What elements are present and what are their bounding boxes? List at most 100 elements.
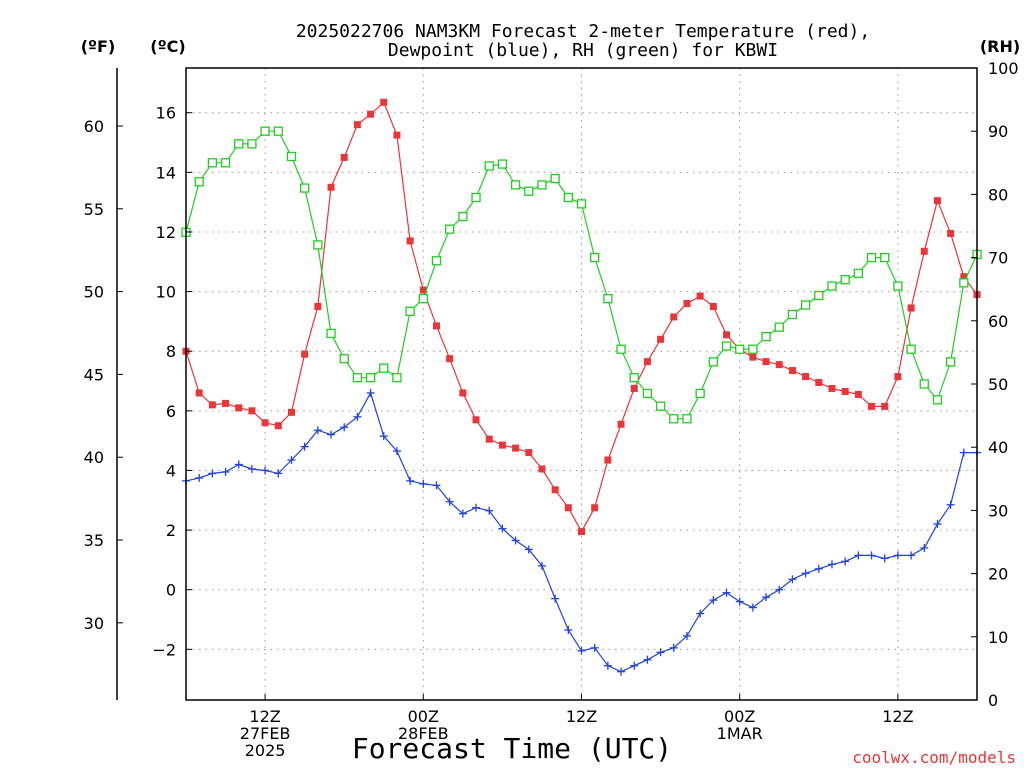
dewpoint-point <box>682 631 691 640</box>
temperature-point <box>446 355 454 363</box>
rh-point <box>735 344 745 354</box>
chart-title-line1: 2025022706 NAM3KM Forecast 2-meter Tempe… <box>296 21 870 42</box>
dewpoint-point <box>458 509 467 518</box>
temperature-point <box>222 399 230 407</box>
rh-point <box>919 379 929 389</box>
celsius-tick-label: 4 <box>166 461 176 480</box>
rh-point <box>853 268 863 279</box>
rh-point <box>814 290 824 301</box>
rh-point <box>866 252 877 263</box>
rh-point <box>431 256 442 266</box>
rh-point <box>313 240 323 250</box>
x-tick-label: 28FEB <box>398 724 449 743</box>
rh-point <box>959 278 969 288</box>
fahrenheit-tick-label: 55 <box>84 200 104 219</box>
dewpoint-point <box>933 520 942 529</box>
credit-label: coolwx.com/models <box>852 748 1016 767</box>
temperature-point <box>749 353 757 361</box>
dewpoint-point <box>485 506 494 515</box>
dewpoint-point <box>814 564 823 573</box>
rh-point <box>247 139 257 149</box>
rh-point <box>840 275 850 285</box>
temperature-point <box>287 408 295 416</box>
rh-point <box>774 322 784 332</box>
rh-point <box>787 309 798 320</box>
rh-point <box>945 357 956 367</box>
rh-point <box>932 395 943 405</box>
dewpoint-point <box>722 588 731 597</box>
temperature-point <box>960 273 968 281</box>
rh-point <box>800 300 811 310</box>
rh-point <box>748 344 758 354</box>
rh-point <box>260 126 270 136</box>
temperature-point <box>881 402 889 410</box>
dewpoint-point <box>630 661 639 670</box>
dewpoint-point <box>340 423 349 432</box>
axes-layer: −2 0 2 4 6 8 10 12 14 16 30 35 40 45 50 55 60 0 10 20 30 40 50… <box>84 59 1019 760</box>
x-tick-label: 00Z <box>724 707 755 726</box>
dewpoint-point <box>907 551 916 560</box>
rh-point <box>655 401 666 411</box>
dewpoint-point <box>287 456 296 465</box>
rh-point <box>365 373 376 383</box>
temperature-point <box>591 504 599 512</box>
temperature-point <box>459 389 467 397</box>
temperature-point <box>604 456 612 464</box>
x-tick-label: 12Z <box>882 707 913 726</box>
dewpoint-point <box>208 469 217 478</box>
dewpoint-point <box>788 575 797 584</box>
temperature-point <box>525 449 533 457</box>
fahrenheit-tick-label: 40 <box>84 448 104 467</box>
rh-point <box>708 357 718 367</box>
temperature-point <box>709 302 717 310</box>
rh-point <box>299 183 310 193</box>
dewpoint-point <box>221 467 230 476</box>
dewpoint-point <box>762 593 771 602</box>
temperature-point <box>828 384 836 392</box>
x-tick-label: 12Z <box>249 707 280 726</box>
temperature-point <box>367 110 375 118</box>
rh-point <box>827 281 837 291</box>
dewpoint-point <box>617 667 626 676</box>
dewpoint-point <box>590 643 599 652</box>
dewpoint-point <box>353 412 362 421</box>
rh-point <box>339 354 349 364</box>
dewpoint-point <box>669 643 678 652</box>
rh-point <box>721 341 732 351</box>
rh-tick-label: 100 <box>988 59 1019 78</box>
rh-point <box>642 388 653 399</box>
celsius-tick-label: −2 <box>152 640 176 659</box>
dewpoint-point <box>775 585 784 594</box>
dewpoint-point <box>524 545 533 554</box>
temperature-point <box>933 197 941 205</box>
temperature-point <box>907 304 915 312</box>
rh-point <box>590 252 600 263</box>
dewpoint-point <box>577 646 586 655</box>
temperature-point <box>485 435 493 443</box>
temperature-point <box>564 504 572 512</box>
rh-point <box>207 158 218 168</box>
rh-tick-label: 0 <box>988 691 998 710</box>
dewpoint-point <box>880 554 889 563</box>
temperature-point <box>208 401 216 409</box>
temperature-point <box>301 350 309 358</box>
dewpoint-point <box>327 430 336 439</box>
dewpoint-point <box>498 524 507 533</box>
temperature-point <box>894 373 902 381</box>
rh-point <box>616 344 626 354</box>
rh-axis-unit: (RH) <box>980 37 1020 56</box>
dewpoint-point <box>261 466 270 475</box>
dewpoint-point <box>893 551 902 560</box>
temperature-point <box>314 302 322 310</box>
rh-point <box>445 224 455 234</box>
rh-point <box>326 328 336 339</box>
dewpoint-point <box>379 432 388 441</box>
rh-tick-label: 50 <box>988 375 1008 394</box>
temperature-point <box>512 444 520 452</box>
temperature-point <box>657 335 665 343</box>
rh-tick-label: 60 <box>988 312 1008 331</box>
dewpoint-point <box>920 543 929 552</box>
fahrenheit-axis-unit: (ºF) <box>81 37 116 56</box>
dewpoint-point <box>867 551 876 560</box>
x-tick-label: 00Z <box>408 707 439 726</box>
